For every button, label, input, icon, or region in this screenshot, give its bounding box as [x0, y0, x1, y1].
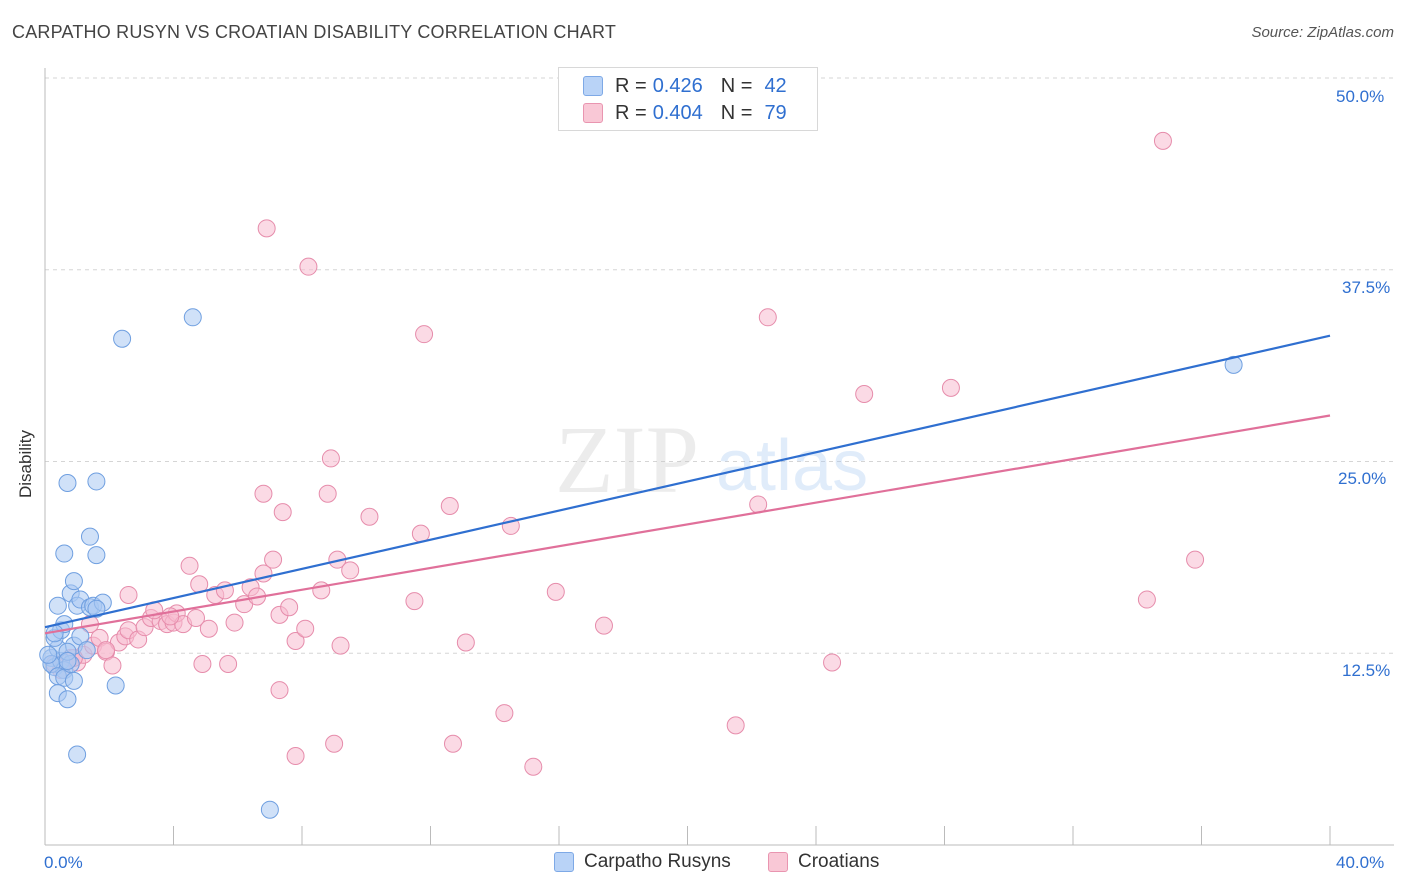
carpatho-rusyn-point [260, 800, 279, 819]
r-label: R = [615, 101, 647, 124]
croatian-point [456, 633, 475, 652]
carpatho-rusyn-point [64, 572, 83, 591]
carpatho-rusyn-point [87, 599, 106, 618]
croatian-point [443, 734, 462, 753]
carpatho-rusyn-point [87, 472, 106, 491]
x-tick-label-min: 0.0% [44, 853, 83, 872]
legend-item-croatians[interactable]: Croatians [768, 851, 879, 873]
carpatho-rusyn-point [68, 745, 87, 764]
croatian-point [286, 747, 305, 766]
croatian-point [941, 378, 960, 397]
series-legend: Carpatho Rusyns Croatians [0, 851, 1406, 877]
pink-swatch [768, 852, 788, 872]
legend-item-carpatho-rusyns[interactable]: Carpatho Rusyns [554, 851, 731, 873]
croatian-point [341, 561, 360, 580]
croatian-point [415, 325, 434, 344]
croatian-point [1153, 131, 1172, 150]
carpatho-rusyn-point [77, 641, 96, 660]
y-tick-label-25: 25.0% [1338, 469, 1387, 488]
croatian-point [855, 385, 874, 404]
croatian-point [180, 556, 199, 575]
croatian-point [331, 636, 350, 655]
n-value: 42 [764, 74, 787, 97]
croatian-point [296, 619, 315, 638]
chart-title: CARPATHO RUSYN VS CROATIAN DISABILITY CO… [12, 22, 617, 42]
croatian-point [225, 613, 244, 632]
croatian-point [186, 608, 205, 627]
croatian-point [321, 449, 340, 468]
watermark-atlas: atlas [716, 426, 868, 506]
carpatho-rusyn-point [113, 329, 132, 348]
carpatho-rusyn-point [64, 671, 83, 690]
croatian-point [360, 507, 379, 526]
croatian-point [257, 219, 276, 238]
stats-legend-row-blue: R = 0.426 N = 42 [583, 73, 805, 99]
croatian-point [594, 616, 613, 635]
blue-swatch [583, 76, 603, 96]
blue-swatch [554, 852, 574, 872]
croatian-point [273, 503, 292, 522]
carpatho-rusyn-point [58, 651, 77, 670]
carpatho-rusyn-point [55, 544, 74, 563]
stats-legend-row-pink: R = 0.404 N = 79 [583, 100, 805, 126]
croatian-point [299, 257, 318, 276]
r-label: R = [615, 74, 647, 97]
carpatho-rusyn-point [39, 645, 58, 664]
croatian-point [270, 681, 289, 700]
croatian-point [546, 582, 565, 601]
croatian-point [325, 734, 344, 753]
croatian-point [524, 757, 543, 776]
y-axis-title: Disability [16, 429, 35, 498]
y-tick-label-12-5: 12.5% [1342, 661, 1391, 680]
axes [44, 68, 1394, 846]
croatian-point [280, 598, 299, 617]
croatian-point [199, 619, 218, 638]
y-tick-label-50: 50.0% [1336, 87, 1385, 106]
croatian-point [219, 654, 238, 673]
croatian-point [440, 496, 459, 515]
carpatho-rusyn-point [58, 473, 77, 492]
r-value: 0.404 [652, 101, 703, 124]
croatian-point [103, 656, 122, 675]
carpatho-rusyn-point [183, 308, 202, 327]
croatian-point [726, 716, 745, 735]
trend-lines [44, 334, 1331, 635]
croatian-point [119, 585, 138, 604]
legend-label: Carpatho Rusyns [584, 851, 731, 872]
n-label: N = [720, 74, 753, 97]
croatian-point [286, 631, 305, 650]
carpatho-rusyn-trend-line [44, 334, 1331, 629]
carpatho-rusyn-point [48, 596, 67, 615]
carpatho-rusyn-point [80, 527, 99, 546]
watermark: ZIP atlas [555, 406, 868, 513]
n-label: N = [720, 101, 753, 124]
carpatho-rusyn-point [87, 546, 106, 565]
croatian-point [193, 654, 212, 673]
croatian-point [318, 484, 337, 503]
carpatho-rusyns-points [39, 308, 1243, 819]
pink-swatch [583, 103, 603, 123]
croatian-point [254, 484, 273, 503]
x-tick-label-max: 40.0% [1336, 853, 1385, 872]
croatian-trend-line [44, 414, 1331, 635]
carpatho-rusyn-point [1224, 355, 1243, 374]
croatian-point [823, 653, 842, 672]
legend-label: Croatians [798, 851, 880, 872]
n-value: 79 [764, 101, 787, 124]
croatian-point [264, 550, 283, 569]
carpatho-rusyn-point [58, 690, 77, 709]
carpatho-rusyn-point [106, 676, 125, 695]
source-label: Source: ZipAtlas.com [1251, 24, 1394, 41]
stats-legend: R = 0.426 N = 42 R = 0.404 N = 79 [558, 67, 818, 131]
croatian-point [97, 641, 116, 660]
croatian-point [1186, 550, 1205, 569]
r-value: 0.426 [652, 74, 703, 97]
croatian-point [758, 308, 777, 327]
watermark-zip: ZIP [555, 406, 699, 513]
y-tick-label-37-5: 37.5% [1342, 278, 1391, 297]
croatian-point [1137, 590, 1156, 609]
croatian-point [495, 704, 514, 723]
croatian-point [405, 592, 424, 611]
